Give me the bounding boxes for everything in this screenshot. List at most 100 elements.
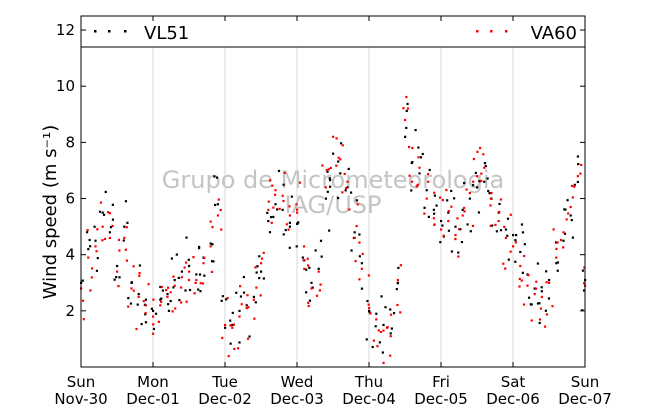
data-point	[536, 262, 539, 265]
data-point	[579, 172, 582, 175]
data-point	[480, 172, 483, 175]
data-point	[93, 225, 96, 228]
data-point	[188, 288, 192, 292]
data-point	[518, 277, 521, 281]
y-tick-label: 8	[65, 133, 75, 151]
data-point	[194, 281, 197, 285]
data-point	[515, 233, 518, 237]
data-point	[118, 276, 121, 279]
data-point	[221, 336, 224, 340]
data-point	[210, 260, 214, 263]
data-point	[229, 319, 232, 322]
data-point	[466, 223, 469, 226]
data-point	[274, 189, 277, 192]
x-tick-label-day: Sun	[67, 373, 96, 391]
data-point	[548, 278, 551, 282]
data-point	[423, 206, 426, 209]
data-point	[233, 347, 236, 351]
data-point	[476, 175, 479, 178]
data-point	[454, 237, 457, 241]
data-point	[447, 211, 450, 214]
data-point	[461, 214, 464, 217]
data-point	[554, 241, 558, 244]
data-point	[358, 278, 361, 281]
x-tick-label-day: Wed	[281, 373, 314, 391]
data-point	[410, 180, 414, 183]
data-point	[108, 236, 111, 240]
data-point	[315, 294, 319, 297]
data-point	[494, 223, 497, 227]
watermark-line-1: Grupo de Micrometeorologia	[162, 166, 504, 194]
data-point	[341, 191, 344, 194]
data-point	[360, 267, 363, 270]
data-point	[197, 288, 200, 291]
data-point	[203, 274, 206, 277]
data-point	[499, 198, 502, 201]
data-point	[125, 226, 128, 229]
legend-box	[80, 15, 586, 48]
data-point	[101, 225, 104, 228]
x-tick-label-date: Dec-02	[198, 390, 252, 408]
data-point	[514, 260, 517, 263]
data-point	[368, 307, 371, 310]
data-point	[272, 206, 275, 209]
data-point	[129, 302, 133, 305]
data-points	[80, 95, 587, 364]
data-point	[491, 224, 494, 227]
data-point	[159, 304, 162, 307]
data-point	[555, 247, 558, 250]
data-point	[567, 212, 570, 215]
data-point	[360, 262, 363, 265]
data-point	[229, 342, 232, 345]
data-point	[157, 320, 160, 323]
data-point	[302, 259, 305, 262]
data-point	[483, 161, 487, 165]
legend-dot	[108, 30, 111, 33]
data-point	[276, 208, 279, 211]
data-point	[296, 208, 299, 211]
data-point	[564, 208, 567, 211]
data-point	[220, 299, 223, 302]
data-point	[397, 266, 400, 270]
data-point	[165, 289, 168, 292]
data-point	[332, 152, 335, 155]
data-point	[210, 270, 214, 274]
data-point	[472, 180, 475, 183]
data-point	[135, 327, 138, 331]
data-point	[170, 257, 173, 260]
data-point	[195, 278, 198, 282]
data-point	[375, 318, 378, 321]
data-point	[536, 302, 540, 305]
data-point	[314, 249, 317, 252]
x-tick-label-day: Tue	[211, 373, 238, 391]
data-point	[214, 203, 217, 207]
data-point	[454, 234, 457, 237]
data-point	[335, 164, 338, 167]
data-point	[108, 231, 111, 234]
data-point	[126, 221, 129, 224]
data-point	[577, 163, 580, 166]
series-vl51	[80, 102, 587, 354]
data-point	[90, 276, 93, 279]
data-point	[89, 245, 92, 248]
data-point	[509, 213, 512, 216]
data-point	[530, 303, 533, 306]
data-point	[468, 191, 471, 195]
data-point	[235, 291, 238, 294]
data-point	[96, 228, 99, 231]
data-point	[102, 213, 106, 216]
y-tick-label: 4	[65, 246, 75, 264]
data-point	[326, 190, 329, 193]
data-point	[319, 283, 322, 286]
data-point	[460, 240, 464, 244]
data-point	[231, 311, 234, 314]
data-point	[328, 178, 332, 182]
data-point	[307, 304, 310, 308]
data-point	[445, 188, 448, 192]
data-point	[483, 180, 486, 183]
x-tick-label-date: Dec-03	[270, 390, 324, 408]
data-point	[161, 289, 165, 292]
data-point	[509, 250, 512, 253]
data-point	[255, 286, 258, 289]
data-point	[95, 269, 99, 272]
